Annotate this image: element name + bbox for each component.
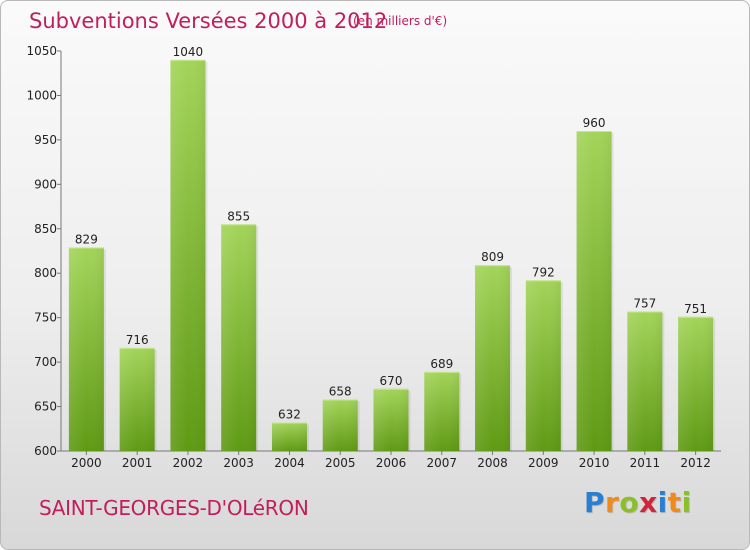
x-tick-label: 2002 — [173, 456, 204, 470]
proxiti-logo: Proxiti — [584, 486, 692, 519]
y-tick-label: 950 — [34, 133, 57, 147]
data-label: 751 — [684, 302, 707, 316]
y-tick-label: 1050 — [26, 44, 57, 58]
data-label: 670 — [380, 374, 403, 388]
x-tick-label: 2001 — [122, 456, 153, 470]
bar-shine — [525, 280, 561, 451]
data-label: 689 — [430, 357, 453, 371]
commune-name: SAINT-GEORGES-D'OLéRON — [39, 496, 309, 520]
data-label: 1040 — [173, 45, 204, 59]
x-tick-label: 2008 — [477, 456, 508, 470]
logo-letter: x — [639, 486, 658, 519]
bar-shine — [424, 371, 460, 451]
chart-title: Subventions Versées 2000 à 2012 — [29, 9, 388, 33]
bar-shine — [678, 316, 714, 451]
data-label: 792 — [532, 265, 555, 279]
bar-shine — [373, 388, 409, 451]
data-label: 855 — [227, 209, 250, 223]
y-tick-label: 750 — [34, 311, 57, 325]
data-label: 829 — [75, 232, 98, 246]
logo-letter: i — [681, 486, 692, 519]
bar-shine — [475, 265, 511, 451]
y-tick-label: 850 — [34, 222, 57, 236]
bar-shine — [576, 131, 612, 451]
bar-shine — [271, 422, 307, 451]
bar-shine — [322, 399, 358, 451]
x-tick-label: 2000 — [71, 456, 102, 470]
logo-letter: i — [657, 486, 668, 519]
data-label: 632 — [278, 408, 301, 422]
x-tick-label: 2005 — [325, 456, 356, 470]
bar-shine — [221, 224, 257, 451]
chart-subtitle: (en milliers d'€) — [353, 14, 448, 28]
data-label: 809 — [481, 250, 504, 264]
y-tick-label: 650 — [34, 400, 57, 414]
bar-shine — [119, 347, 155, 451]
y-tick-label: 900 — [34, 177, 57, 191]
x-tick-label: 2010 — [579, 456, 610, 470]
data-label: 960 — [583, 116, 606, 130]
logo-letter: t — [667, 486, 682, 519]
data-label: 716 — [126, 333, 149, 347]
y-tick-label: 800 — [34, 266, 57, 280]
plot-area: 600 650 700 750 800 850 900 950 1000 1050 829 2000 7… — [26, 44, 721, 470]
data-label: 757 — [633, 296, 656, 310]
bar-shine — [68, 247, 104, 451]
x-tick-label: 2004 — [274, 456, 305, 470]
logo-letter: P — [584, 486, 606, 519]
data-label: 658 — [329, 384, 352, 398]
bar-shine — [627, 311, 663, 451]
x-tick-label: 2003 — [223, 456, 254, 470]
y-tick-label: 700 — [34, 355, 57, 369]
x-tick-label: 2009 — [528, 456, 559, 470]
bar-shine — [170, 59, 206, 452]
logo-letter: r — [605, 486, 620, 519]
x-tick-label: 2011 — [630, 456, 661, 470]
x-tick-label: 2006 — [376, 456, 407, 470]
y-tick-label: 1000 — [26, 88, 57, 102]
y-tick-label: 600 — [34, 444, 57, 458]
x-tick-label: 2012 — [680, 456, 711, 470]
logo-letter: o — [619, 486, 640, 519]
x-tick-label: 2007 — [426, 456, 457, 470]
